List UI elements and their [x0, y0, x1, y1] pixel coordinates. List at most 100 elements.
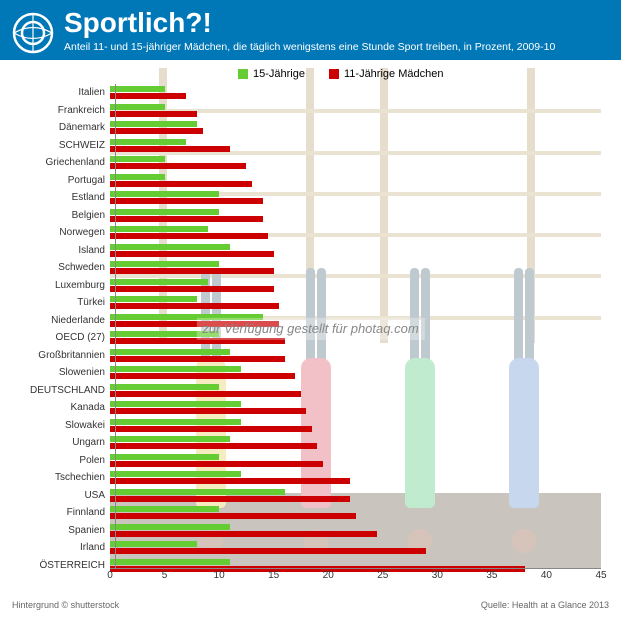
- row-bars: [110, 207, 601, 225]
- bar-age15: [110, 121, 197, 127]
- row-bars: [110, 172, 601, 190]
- bar-age15: [110, 471, 241, 477]
- legend-swatch: [238, 69, 248, 79]
- bar-age15: [110, 279, 208, 285]
- chart-row: Türkei: [8, 294, 601, 312]
- chart-row: DEUTSCHLAND: [8, 382, 601, 400]
- category-label: Frankreich: [8, 105, 110, 116]
- header: Sportlich?! Anteil 11- und 15-jähriger M…: [0, 0, 621, 60]
- category-label: Spanien: [8, 525, 110, 536]
- row-bars: [110, 137, 601, 155]
- bar-age11: [110, 321, 279, 327]
- category-label: Kanada: [8, 402, 110, 413]
- chart-row: Spanien: [8, 522, 601, 540]
- bar-age15: [110, 139, 186, 145]
- chart-row: Finnland: [8, 504, 601, 522]
- bar-age15: [110, 244, 230, 250]
- category-label: Slowenien: [8, 367, 110, 378]
- row-bars: [110, 469, 601, 487]
- category-label: SCHWEIZ: [8, 140, 110, 151]
- x-axis-line: [110, 568, 601, 569]
- bar-age11: [110, 286, 274, 292]
- category-label: Finnland: [8, 507, 110, 518]
- x-tick: 40: [541, 570, 552, 581]
- legend-label: 11-Jährige Mädchen: [344, 68, 443, 80]
- header-text: Sportlich?! Anteil 11- und 15-jähriger M…: [64, 8, 609, 53]
- chart-area: 15-Jährige 11-Jährige Mädchen Italien Fran…: [0, 60, 621, 598]
- legend: 15-Jährige 11-Jährige Mädchen: [238, 68, 443, 80]
- bar-age11: [110, 268, 274, 274]
- category-label: Italien: [8, 87, 110, 98]
- chart-row: Slowakei: [8, 417, 601, 435]
- bar-age15: [110, 436, 230, 442]
- x-axis: 051015202530354045: [110, 568, 601, 586]
- row-bars: [110, 154, 601, 172]
- row-bars: [110, 84, 601, 102]
- category-label: Ungarn: [8, 437, 110, 448]
- bar-age11: [110, 443, 317, 449]
- bar-age11: [110, 461, 323, 467]
- category-label: Dänemark: [8, 122, 110, 133]
- row-bars: [110, 487, 601, 505]
- row-bars: [110, 119, 601, 137]
- bar-age11: [110, 251, 274, 257]
- x-tick: 10: [214, 570, 225, 581]
- bar-age11: [110, 513, 356, 519]
- chart-row: Irland: [8, 539, 601, 557]
- x-tick: 0: [107, 570, 113, 581]
- bar-age15: [110, 226, 208, 232]
- x-tick: 20: [323, 570, 334, 581]
- bar-age11: [110, 163, 246, 169]
- category-label: Türkei: [8, 297, 110, 308]
- bar-age11: [110, 426, 312, 432]
- oecd-logo: [12, 12, 54, 54]
- row-bars: [110, 329, 601, 347]
- chart-rows: ItalienFrankreichDänemarkSCHWEIZGriechen…: [8, 84, 601, 568]
- bar-age15: [110, 261, 219, 267]
- category-label: Luxemburg: [8, 280, 110, 291]
- category-label: DEUTSCHLAND: [8, 385, 110, 396]
- row-bars: [110, 242, 601, 260]
- bar-age11: [110, 111, 197, 117]
- chart-row: Estland: [8, 189, 601, 207]
- bar-age15: [110, 86, 165, 92]
- chart-row: Belgien: [8, 207, 601, 225]
- row-bars: [110, 522, 601, 540]
- legend-item: 15-Jährige: [238, 68, 305, 80]
- category-label: USA: [8, 490, 110, 501]
- chart-inner: 15-Jährige 11-Jährige Mädchen Italien Fran…: [8, 68, 601, 592]
- x-tick: 5: [162, 570, 168, 581]
- bar-age15: [110, 366, 241, 372]
- chart-row: Island: [8, 242, 601, 260]
- bar-age11: [110, 531, 377, 537]
- category-label: Norwegen: [8, 227, 110, 238]
- row-bars: [110, 399, 601, 417]
- row-bars: [110, 434, 601, 452]
- bar-age15: [110, 489, 285, 495]
- bar-age15: [110, 156, 165, 162]
- bar-age11: [110, 391, 301, 397]
- bar-age11: [110, 408, 306, 414]
- bar-age15: [110, 296, 197, 302]
- bar-age11: [110, 146, 230, 152]
- bar-age11: [110, 478, 350, 484]
- row-bars: [110, 102, 601, 120]
- footer: Hintergrund © shutterstock Quelle: Healt…: [0, 598, 621, 612]
- bar-age11: [110, 216, 263, 222]
- bar-age15: [110, 209, 219, 215]
- chart-row: Norwegen: [8, 224, 601, 242]
- chart-row: Tschechien: [8, 469, 601, 487]
- chart-row: Polen: [8, 452, 601, 470]
- bar-age15: [110, 104, 165, 110]
- row-bars: [110, 294, 601, 312]
- category-label: Irland: [8, 542, 110, 553]
- row-bars: [110, 277, 601, 295]
- category-label: Großbritannien: [8, 350, 110, 361]
- bar-age15: [110, 331, 219, 337]
- row-bars: [110, 312, 601, 330]
- x-tick: 30: [432, 570, 443, 581]
- bar-age11: [110, 496, 350, 502]
- category-label: Slowakei: [8, 420, 110, 431]
- bar-age11: [110, 128, 203, 134]
- category-label: Belgien: [8, 210, 110, 221]
